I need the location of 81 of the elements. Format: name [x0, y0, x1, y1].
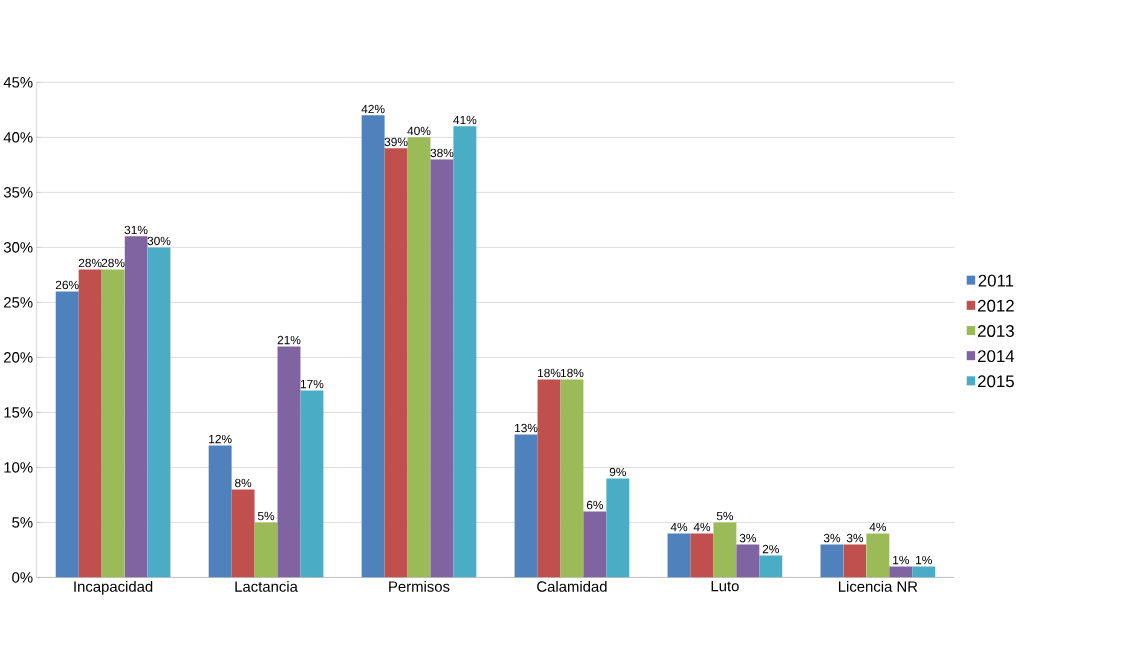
data-label: 3% — [846, 533, 864, 543]
y-tick-label: 35% — [3, 187, 33, 198]
bar — [453, 126, 477, 578]
bar — [759, 555, 783, 578]
bar — [407, 137, 431, 578]
bar — [560, 379, 584, 578]
bar — [690, 533, 714, 578]
y-tick-label: 30% — [3, 242, 33, 253]
x-tick-label: Lactancia — [235, 581, 298, 592]
bar — [606, 478, 630, 578]
data-label: 42% — [361, 104, 385, 114]
bar — [820, 544, 844, 578]
bar — [583, 511, 607, 578]
y-tick-label: 25% — [4, 297, 33, 308]
x-tick-label: Calamidad — [537, 581, 607, 592]
bar — [667, 533, 691, 578]
bar — [361, 115, 385, 578]
y-tick-label: 0% — [12, 572, 33, 583]
data-label: 3% — [739, 533, 757, 543]
x-tick-label: Incapacidad — [74, 581, 153, 595]
data-label: 30% — [147, 236, 171, 246]
data-label: 13% — [515, 423, 538, 433]
data-label: 1% — [916, 556, 932, 565]
legend-label: 2011 — [978, 274, 1014, 287]
data-label: 6% — [586, 500, 604, 510]
bar — [866, 533, 890, 578]
bar — [912, 566, 936, 578]
bar — [514, 434, 538, 578]
data-label: 1% — [893, 556, 909, 565]
y-tick-label: 45% — [3, 77, 33, 88]
data-label: 8% — [235, 478, 252, 488]
legend-label: 2013 — [978, 325, 1014, 338]
bar — [277, 346, 301, 578]
data-label: 18% — [538, 368, 561, 378]
data-label: 28% — [101, 258, 125, 268]
bar — [843, 544, 867, 578]
data-label: 3% — [823, 533, 841, 543]
data-label: 26% — [55, 280, 79, 290]
x-tick-label: Luto — [711, 581, 739, 592]
bar — [736, 544, 760, 578]
bar — [384, 148, 408, 578]
data-label: 9% — [609, 467, 627, 477]
data-label: 31% — [124, 225, 148, 235]
x-tick-label: Permisos — [389, 581, 450, 592]
bar — [537, 379, 561, 578]
bar — [430, 159, 454, 578]
data-label: 39% — [384, 137, 408, 147]
bar — [713, 522, 737, 578]
bar — [124, 236, 148, 578]
bar — [231, 489, 255, 578]
data-label: 38% — [430, 148, 454, 158]
y-tick-label: 5% — [12, 517, 33, 528]
data-label: 18% — [560, 368, 584, 378]
data-label: 28% — [78, 258, 102, 268]
bar — [208, 445, 232, 578]
bar — [300, 390, 324, 578]
data-label: 17% — [300, 380, 324, 389]
y-tick-label: 40% — [3, 132, 33, 143]
data-label: 4% — [670, 523, 688, 532]
legend-label: 2014 — [978, 350, 1015, 363]
bar — [254, 522, 278, 578]
data-label: 2% — [762, 545, 779, 554]
data-label: 40% — [407, 126, 431, 136]
y-tick-label: 20% — [4, 352, 33, 363]
bar — [55, 291, 79, 578]
bar — [147, 247, 171, 578]
y-tick-label: 15% — [4, 407, 33, 418]
y-tick-label: 10% — [4, 462, 33, 473]
bar — [889, 566, 913, 578]
data-label: 5% — [257, 512, 275, 521]
data-label: 5% — [716, 512, 734, 521]
data-label: 41% — [453, 115, 477, 125]
data-label: 4% — [869, 523, 887, 532]
x-tick-label: Licencia NR — [838, 581, 918, 592]
data-label: 12% — [209, 434, 232, 444]
data-label: 21% — [277, 335, 301, 345]
bar — [78, 269, 102, 578]
bar — [101, 269, 125, 578]
legend-label: 2012 — [978, 299, 1014, 312]
legend-label: 2015 — [978, 375, 1014, 388]
data-label: 4% — [693, 523, 711, 532]
